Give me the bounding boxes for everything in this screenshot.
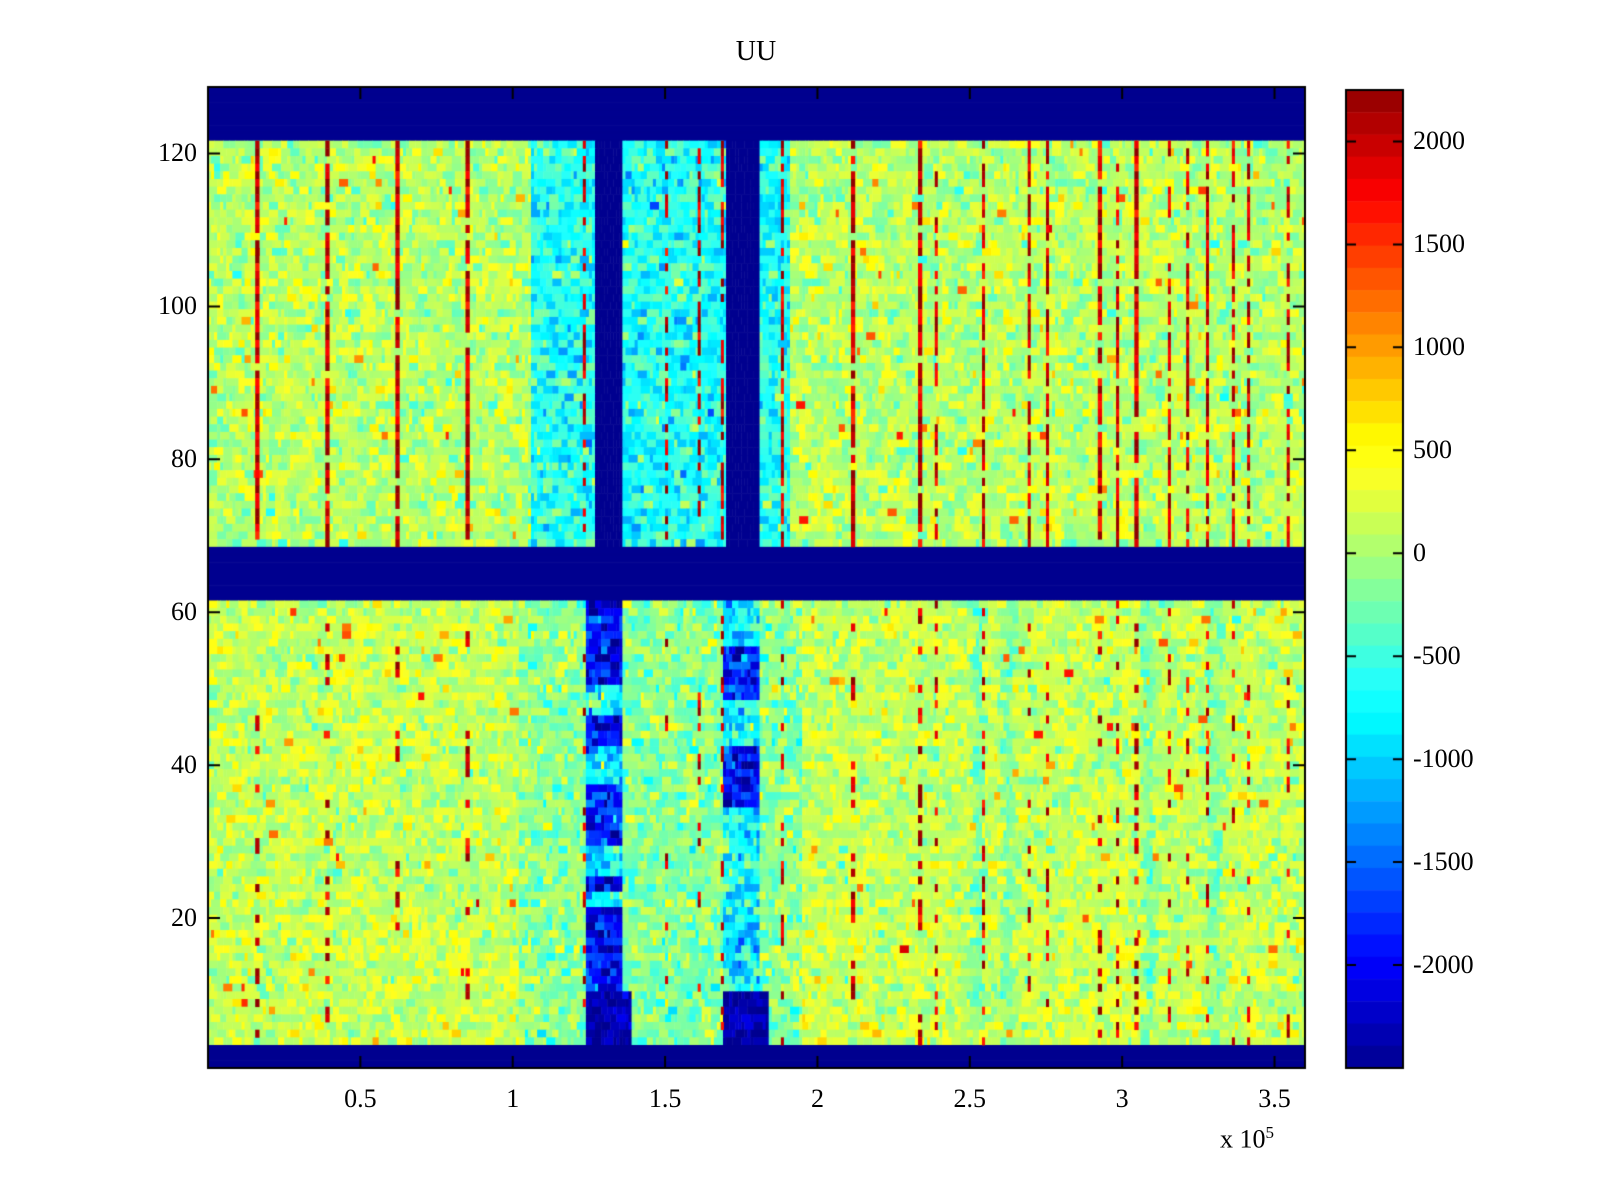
y-tick-label: 80 — [171, 444, 197, 474]
x-axis-exponent-label: x 105 — [1220, 1124, 1274, 1153]
y-tick-label: 40 — [171, 750, 197, 780]
exponent-prefix: x 10 — [1220, 1124, 1266, 1154]
colorbar-tick-label: 0 — [1413, 538, 1426, 568]
x-tick-label: 2.5 — [953, 1084, 987, 1113]
colorbar-tick-label: 1000 — [1413, 332, 1465, 362]
x-tick-label: 3 — [1115, 1084, 1129, 1113]
y-tick-label: 20 — [171, 903, 197, 933]
y-tick-label: 120 — [158, 138, 197, 168]
y-tick-label: 100 — [158, 291, 197, 321]
x-tick-label: 0.5 — [344, 1084, 377, 1113]
x-tick-label: 2 — [810, 1084, 824, 1113]
colorbar-tick-label: -2000 — [1413, 950, 1474, 980]
x-tick-label: 1.5 — [648, 1084, 682, 1113]
colorbar-tick-label: -1000 — [1413, 744, 1474, 774]
y-tick-label: 60 — [171, 597, 197, 627]
colorbar-tick-label: 1500 — [1413, 229, 1465, 259]
colorbar-tick-label: 500 — [1413, 435, 1452, 465]
colorbar-tick-label: 2000 — [1413, 126, 1465, 156]
exponent-value: 5 — [1265, 1123, 1275, 1142]
colorbar-tick-label: -500 — [1413, 641, 1461, 671]
chart-title: UU — [735, 36, 777, 67]
x-tick-label: 1 — [506, 1084, 520, 1113]
colorbar-tick-label: -1500 — [1413, 847, 1474, 877]
x-tick-label: 3.5 — [1258, 1084, 1291, 1113]
